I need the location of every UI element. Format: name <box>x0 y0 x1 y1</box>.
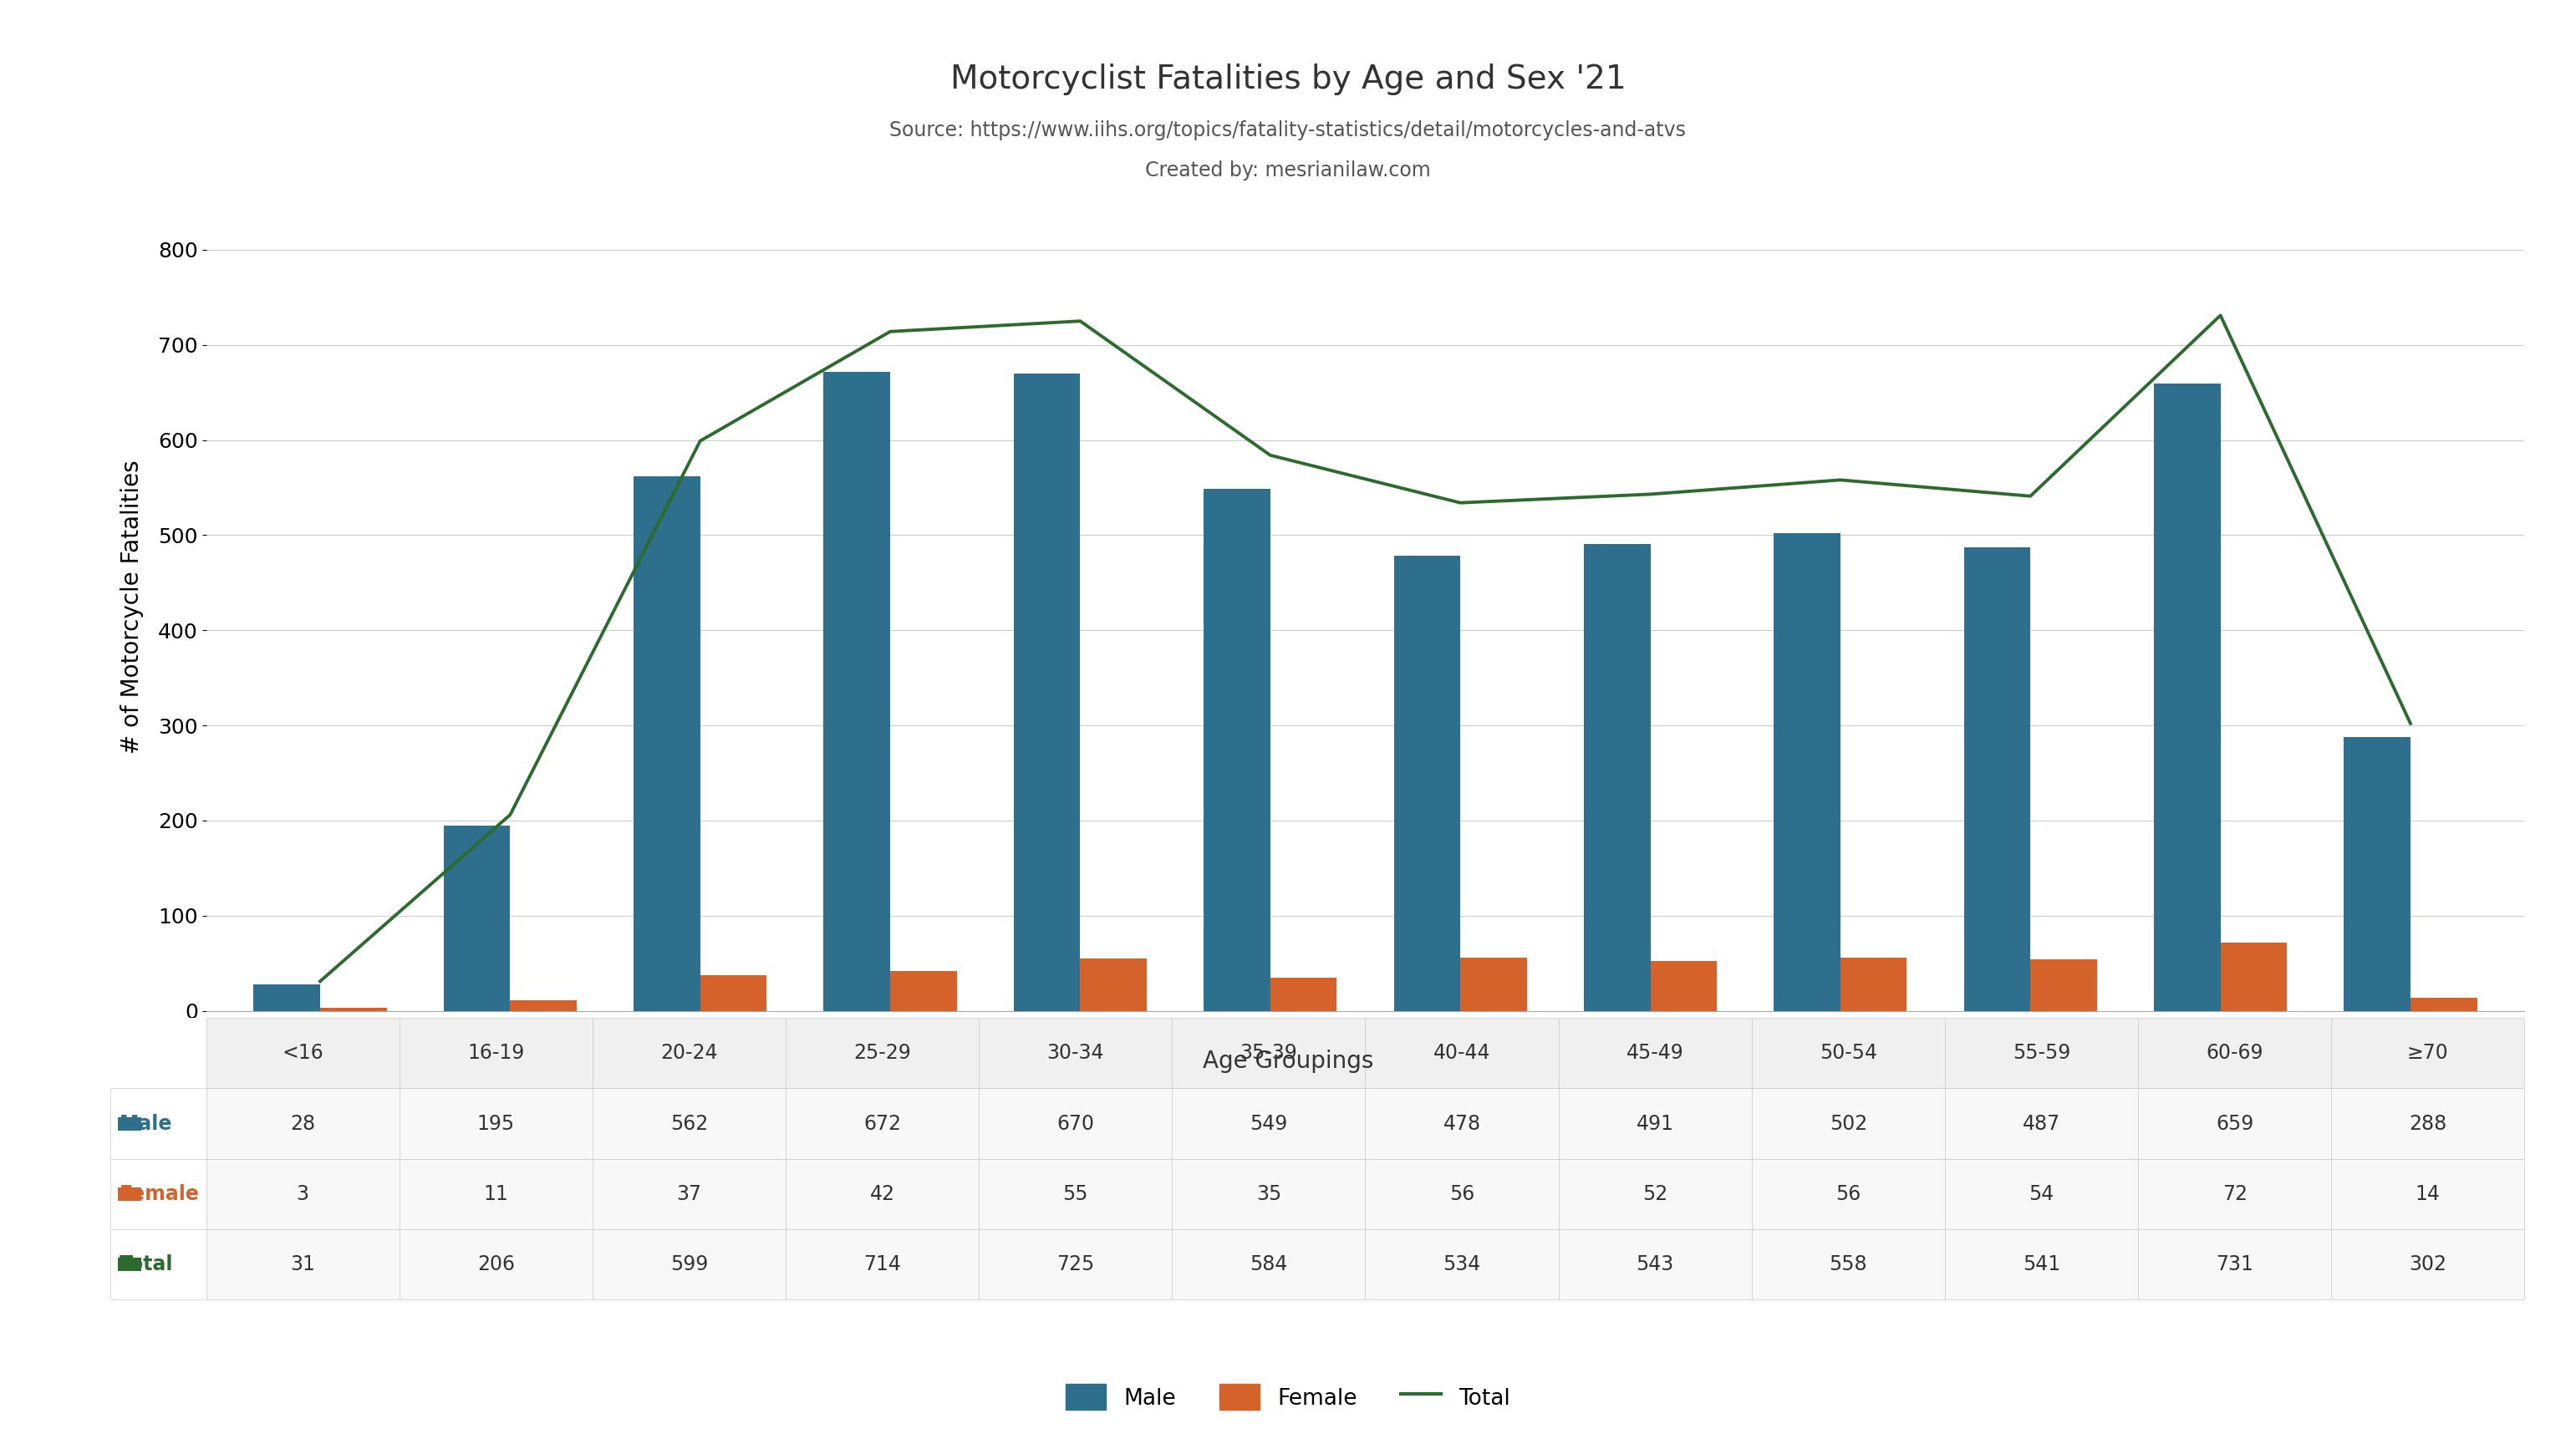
Bar <box>1079 959 1146 1011</box>
Bar <box>2344 736 2411 1011</box>
Bar <box>1651 962 1716 1011</box>
Legend: Male, Female, Total: Male, Female, Total <box>1056 1376 1520 1418</box>
Bar <box>1203 488 1270 1011</box>
Bar <box>701 976 768 1011</box>
Bar <box>824 371 891 1011</box>
Y-axis label: # of Motorcycle Fatalities: # of Motorcycle Fatalities <box>121 459 144 754</box>
Bar <box>1839 957 1906 1011</box>
Bar <box>1394 556 1461 1011</box>
Bar <box>1963 547 2030 1011</box>
Bar <box>2154 384 2221 1011</box>
Bar <box>1775 533 1839 1011</box>
Bar <box>319 1008 386 1011</box>
Bar <box>443 826 510 1011</box>
Bar <box>1015 374 1079 1011</box>
Bar <box>2221 943 2287 1011</box>
Bar <box>252 985 319 1011</box>
Bar <box>1461 957 1528 1011</box>
Bar <box>1584 544 1651 1011</box>
Text: Source: https://www.iihs.org/topics/fatality-statistics/detail/motorcycles-and-a: Source: https://www.iihs.org/topics/fata… <box>889 120 1687 140</box>
Bar <box>2411 998 2478 1011</box>
Bar <box>2030 959 2097 1011</box>
Bar <box>891 970 956 1011</box>
Text: Age Groupings: Age Groupings <box>1203 1050 1373 1073</box>
Bar <box>510 1001 577 1011</box>
Text: Created by: mesrianilaw.com: Created by: mesrianilaw.com <box>1146 160 1430 180</box>
Bar <box>1270 978 1337 1011</box>
Bar <box>634 477 701 1011</box>
Text: Motorcyclist Fatalities by Age and Sex '21: Motorcyclist Fatalities by Age and Sex '… <box>951 64 1625 95</box>
